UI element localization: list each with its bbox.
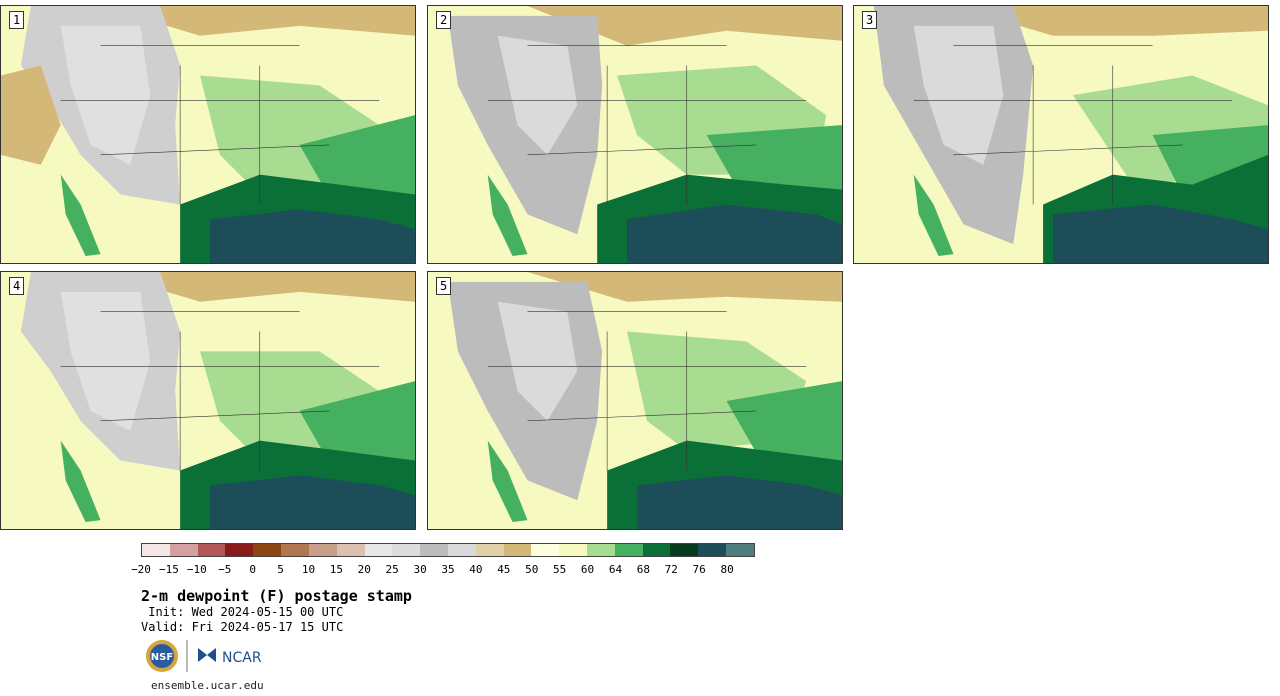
map-panel-2: 2 xyxy=(427,5,843,264)
colorbar-swatch xyxy=(364,544,393,556)
colorbar-swatch xyxy=(392,544,421,556)
colorbar xyxy=(141,543,755,557)
logos: NSF NCAR xyxy=(144,638,274,674)
colorbar-tick-label: 45 xyxy=(497,563,511,576)
colorbar-ticks: −20 −15 −10 −5 0 5 10 15 20 25 30 35 40 45 50 55 60 64 68 7… xyxy=(131,563,755,577)
colorbar-tick-label: −20 xyxy=(131,563,151,576)
colorbar-swatch xyxy=(336,544,365,556)
nsf-logo-icon: NSF xyxy=(146,640,178,672)
colorbar-tick-label: 5 xyxy=(277,563,284,576)
colorbar-tick-label: 30 xyxy=(413,563,427,576)
colorbar-tick-label: 72 xyxy=(664,563,678,576)
colorbar-tick-label: 0 xyxy=(249,563,256,576)
colorbar-swatch xyxy=(169,544,198,556)
colorbar-swatch xyxy=(475,544,504,556)
colorbar-tick-label: 80 xyxy=(720,563,734,576)
colorbar-swatch xyxy=(559,544,587,556)
dewpoint-map xyxy=(428,272,842,529)
colorbar-swatch xyxy=(503,544,532,556)
colorbar-swatch xyxy=(253,544,282,556)
colorbar-tick-label: −10 xyxy=(186,563,207,576)
map-panel-3: 3 xyxy=(853,5,1269,264)
colorbar-tick-label: 15 xyxy=(329,563,343,576)
panel-number: 3 xyxy=(862,11,878,29)
colorbar-swatch xyxy=(420,544,448,556)
colorbar-tick-label: 55 xyxy=(553,563,567,576)
colorbar-swatch xyxy=(670,544,699,556)
panel-number: 2 xyxy=(436,11,452,29)
colorbar-swatch xyxy=(642,544,671,556)
map-panel-5: 5 xyxy=(427,271,843,530)
dewpoint-map xyxy=(1,6,415,263)
colorbar-tick-label: −5 xyxy=(218,563,232,576)
panel-number: 5 xyxy=(436,277,452,295)
colorbar-swatch xyxy=(281,544,309,556)
colorbar-swatch xyxy=(614,544,643,556)
colorbar-tick-label: 10 xyxy=(301,563,316,576)
colorbar-swatch xyxy=(587,544,615,556)
map-panel-4: 4 xyxy=(0,271,416,530)
figure-title: 2-m dewpoint (F) postage stamp xyxy=(141,587,412,605)
colorbar-swatch xyxy=(225,544,254,556)
colorbar-swatch xyxy=(698,544,727,556)
colorbar-swatch xyxy=(197,544,226,556)
colorbar-tick-label: 64 xyxy=(608,563,623,576)
nsf-text: NSF xyxy=(151,652,173,663)
footer-url: ensemble.ucar.edu xyxy=(151,679,264,692)
panel-number: 4 xyxy=(9,277,25,295)
colorbar-tick-label: −15 xyxy=(158,563,179,576)
colorbar-tick-label: 76 xyxy=(692,563,706,576)
ncar-text: NCAR xyxy=(222,650,262,666)
dewpoint-map xyxy=(1,272,415,529)
dewpoint-map xyxy=(854,6,1268,263)
init-time: Init: Wed 2024-05-15 00 UTC xyxy=(141,605,344,619)
colorbar-tick-label: 50 xyxy=(525,563,539,576)
colorbar-swatch xyxy=(726,544,754,556)
colorbar-tick-label: 68 xyxy=(636,563,650,576)
colorbar-tick-label: 60 xyxy=(580,563,595,576)
colorbar-tick-label: 40 xyxy=(469,563,483,576)
valid-time: Valid: Fri 2024-05-17 15 UTC xyxy=(141,620,344,634)
map-panel-1: 1 xyxy=(0,5,416,264)
colorbar-swatch xyxy=(447,544,476,556)
colorbar-swatch xyxy=(531,544,560,556)
panel-number: 1 xyxy=(9,11,25,29)
colorbar-tick-label: 35 xyxy=(441,563,455,576)
colorbar-swatch xyxy=(142,544,170,556)
colorbar-swatch xyxy=(308,544,337,556)
colorbar-tick-label: 20 xyxy=(357,563,371,576)
ncar-logo-icon: NCAR xyxy=(198,648,262,666)
dewpoint-map xyxy=(428,6,842,263)
colorbar-tick-label: 25 xyxy=(385,563,399,576)
